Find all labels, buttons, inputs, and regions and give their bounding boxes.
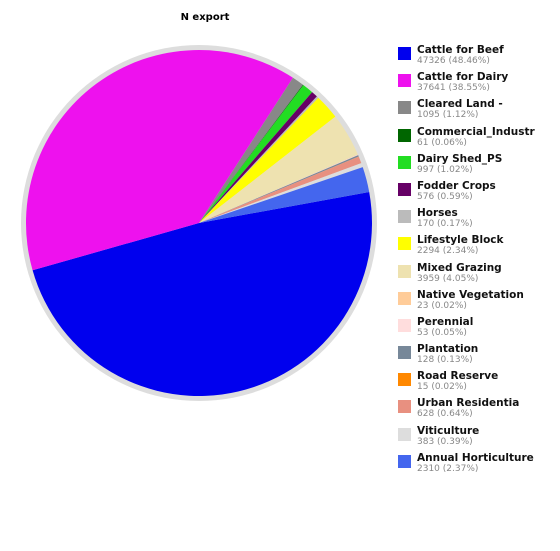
pie-slice-0[interactable] (32, 192, 372, 396)
legend-label: Mixed Grazing (417, 261, 502, 274)
chart-title: N export (180, 12, 230, 23)
legend-item[interactable]: Commercial_Industr 61 (0.06%) (398, 126, 560, 153)
legend-item[interactable]: Mixed Grazing 3959 (4.05%) (398, 262, 560, 289)
pie-slice-8[interactable] (199, 116, 358, 223)
legend-swatch (398, 155, 411, 169)
legend-label: Fodder Crops (417, 179, 496, 192)
legend-label: Native Vegetation (417, 288, 524, 301)
legend-label: Cleared Land - (417, 98, 503, 111)
legend-value: 23 (0.02%) (417, 300, 467, 311)
legend-value: 61 (0.06%) (417, 137, 467, 148)
legend-swatch (398, 101, 411, 115)
legend-value: 576 (0.59%) (417, 191, 473, 202)
pie-slice-11[interactable] (199, 155, 359, 223)
legend-swatch (398, 128, 411, 142)
legend-swatch (398, 318, 411, 332)
legend-label: Commercial_Industr (417, 125, 535, 138)
legend-value: 3959 (4.05%) (417, 273, 479, 284)
legend-item[interactable]: Cattle for Dairy 37641 (38.55%) (398, 71, 560, 98)
legend-value: 383 (0.39%) (417, 436, 473, 447)
legend-swatch (398, 346, 411, 360)
legend-value: 53 (0.05%) (417, 327, 467, 338)
pie-slice-14[interactable] (199, 163, 363, 223)
legend-item[interactable]: Perennial 53 (0.05%) (398, 316, 560, 343)
legend-value: 628 (0.64%) (417, 409, 473, 420)
legend-label: Viticulture (417, 424, 480, 437)
legend-item[interactable]: Annual Horticulture 2310 (2.37%) (398, 452, 560, 479)
legend-swatch (398, 291, 411, 305)
legend-swatch (398, 400, 411, 414)
legend-item[interactable]: Cleared Land -1095 (1.12%) (398, 98, 560, 125)
legend-swatch (398, 373, 411, 387)
legend-item[interactable]: Road Reserve 15 (0.02%) (398, 370, 560, 397)
pie-chart (21, 45, 377, 401)
legend-label: Perennial (417, 315, 474, 328)
legend-value: 1095 (1.12%) (417, 110, 479, 121)
legend-label: Road Reserve (417, 370, 499, 383)
pie-slice-5[interactable] (199, 92, 317, 223)
legend-label: Plantation (417, 343, 479, 356)
pie-slice-4[interactable] (199, 85, 313, 223)
legend-item[interactable]: Lifestyle Block 2294 (2.34%) (398, 234, 560, 261)
legend-swatch (398, 237, 411, 251)
legend-value: 170 (0.17%) (417, 219, 473, 230)
pie-slice-1[interactable] (25, 50, 293, 271)
legend-item[interactable]: Fodder Crops 576 (0.59%) (398, 180, 560, 207)
legend-item[interactable]: Dairy Shed_PS 997 (1.02%) (398, 153, 560, 180)
legend-value: 37641 (38.55%) (417, 83, 490, 94)
legend-swatch (398, 47, 411, 60)
pie-slice-15[interactable] (199, 167, 370, 223)
legend-item[interactable]: Plantation 128 (0.13%) (398, 343, 560, 370)
pie-slice-10[interactable] (199, 154, 359, 223)
pie-slice-3[interactable] (199, 84, 304, 223)
legend-value: 128 (0.13%) (417, 355, 473, 366)
legend-swatch (398, 210, 411, 224)
legend-swatch (398, 454, 411, 468)
legend-label: Lifestyle Block (417, 234, 504, 247)
legend-value: 2294 (2.34%) (417, 246, 479, 257)
pie-slice-6[interactable] (199, 96, 319, 223)
legend-value: 2310 (2.37%) (417, 463, 479, 474)
pie-slice-9[interactable] (199, 154, 358, 223)
legend-label: Urban Residentia (417, 397, 520, 410)
legend-item[interactable]: Native Vegetation 23 (0.02%) (398, 289, 560, 316)
legend-label: Horses (417, 207, 458, 220)
legend-label: Annual Horticulture (417, 451, 534, 464)
legend-label: Dairy Shed_PS (417, 152, 503, 165)
legend-item[interactable]: Urban Residentia 628 (0.64%) (398, 397, 560, 424)
legend-item[interactable]: Horses 170 (0.17%) (398, 207, 560, 234)
legend-label: Cattle for Dairy (417, 71, 509, 84)
legend-item[interactable]: Viticulture 383 (0.39%) (398, 425, 560, 452)
pie-slice-13[interactable] (199, 156, 362, 223)
pie-slice-2[interactable] (199, 77, 303, 223)
legend-swatch (398, 427, 411, 441)
pie-slice-7[interactable] (199, 97, 336, 223)
legend-label: Cattle for Beef (417, 44, 504, 56)
legend-swatch (398, 182, 411, 196)
legend-swatch (398, 74, 411, 88)
pie-slice-12[interactable] (199, 156, 359, 223)
legend-value: 47326 (48.46%) (417, 56, 490, 66)
legend-value: 997 (1.02%) (417, 164, 473, 175)
legend-item[interactable]: Cattle for Beef 47326 (48.46%) (398, 44, 560, 71)
legend-swatch (398, 264, 411, 278)
legend: Cattle for Beef 47326 (48.46%) Cattle for … (398, 44, 560, 479)
legend-value: 15 (0.02%) (417, 382, 467, 393)
